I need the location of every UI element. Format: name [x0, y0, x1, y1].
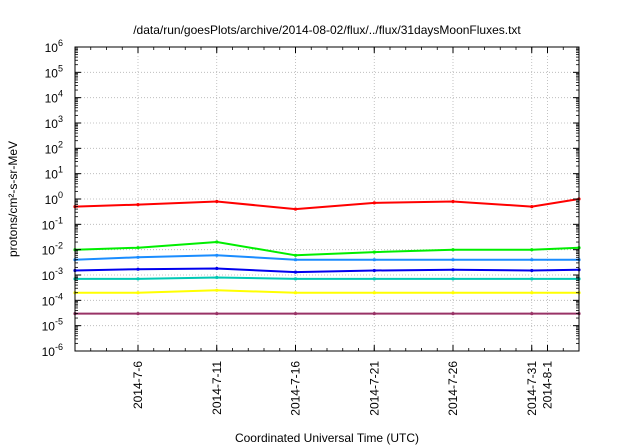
chart-title: /data/run/goesPlots/archive/2014-08-02/f…	[133, 23, 521, 37]
series-point	[136, 277, 140, 281]
x-tick-label: 2014-7-6	[131, 361, 145, 409]
y-tick-label: 10-6	[42, 342, 63, 359]
series-line	[74, 267, 580, 274]
series-point	[451, 248, 455, 252]
series-point	[372, 277, 376, 281]
series-point	[293, 277, 298, 281]
series-line	[74, 198, 580, 211]
series-point	[530, 268, 534, 273]
grid	[75, 47, 579, 351]
series-point	[293, 291, 298, 295]
y-tick-label: 10-4	[42, 291, 63, 308]
y-tick-label: 101	[45, 165, 63, 182]
x-tick-label: 2014-7-21	[367, 361, 381, 416]
series-point	[136, 267, 140, 271]
series-point	[215, 275, 219, 280]
series-point	[530, 258, 534, 262]
series-line	[75, 276, 579, 280]
series-point	[372, 291, 376, 295]
series-point	[451, 312, 455, 316]
series-line	[74, 241, 580, 257]
series-line	[75, 289, 579, 294]
series-point	[215, 199, 219, 204]
series-point	[136, 246, 140, 250]
series-point	[136, 291, 140, 295]
series-point	[372, 312, 376, 316]
series-point	[293, 207, 298, 211]
x-tick-label: 2014-7-16	[289, 361, 303, 416]
y-tick-label: 102	[45, 139, 63, 156]
x-tick-label: 2014-7-11	[210, 361, 224, 415]
series-point	[451, 291, 455, 295]
x-axis-label: Coordinated Universal Time (UTC)	[235, 431, 419, 445]
y-tick-label: 10-2	[42, 241, 63, 258]
y-tick-label: 105	[45, 63, 63, 80]
y-tick-label: 106	[45, 38, 63, 55]
y-tick-label: 104	[45, 89, 63, 106]
series-point	[530, 248, 534, 252]
series-point	[451, 277, 455, 281]
series-point	[215, 288, 219, 292]
series-line	[74, 254, 579, 261]
series-point	[293, 312, 298, 316]
series-point	[451, 258, 455, 262]
series-point	[530, 277, 534, 281]
series-point	[215, 253, 219, 257]
x-tick-label: 2014-7-31	[525, 361, 539, 416]
series-group	[73, 197, 581, 316]
y-tick-label: 103	[45, 114, 63, 131]
series-point	[215, 266, 219, 271]
x-tick-label: 2014-8-1	[541, 361, 555, 409]
series-point	[293, 258, 298, 262]
series-point	[530, 205, 534, 209]
series-point	[530, 312, 534, 316]
y-tick-label: 10-1	[42, 215, 63, 232]
y-tick-label: 100	[45, 190, 63, 207]
series-point	[136, 255, 140, 259]
series-point	[215, 240, 219, 244]
series-point	[136, 312, 140, 316]
series-point	[293, 253, 298, 257]
series-point	[451, 199, 455, 204]
x-tick-label: 2014-7-26	[446, 361, 460, 416]
series-point	[372, 258, 376, 262]
series-point	[372, 268, 376, 273]
y-tick-label: 10-5	[42, 317, 63, 334]
y-tick-label: 10-3	[42, 266, 63, 283]
series-point	[293, 270, 298, 274]
axis-ticks: 10-6 10-5 10-4 10-3 10-2 10-1 100 101 102 103 104 1…	[42, 38, 580, 416]
series-point	[451, 268, 455, 272]
series-point	[136, 203, 140, 207]
series-point	[372, 201, 376, 205]
y-axis-label: protons/cm²-s-sr-MeV	[6, 141, 20, 257]
series-point	[372, 250, 376, 254]
series-point	[530, 291, 534, 295]
series-point	[215, 312, 219, 316]
